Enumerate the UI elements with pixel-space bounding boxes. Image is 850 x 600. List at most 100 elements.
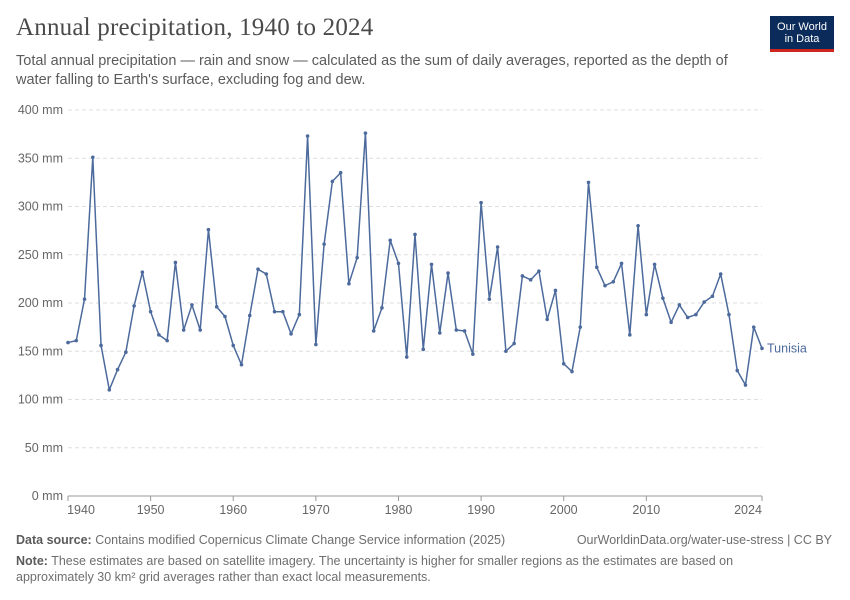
data-point[interactable] xyxy=(594,265,599,270)
data-point[interactable] xyxy=(611,279,616,284)
data-point[interactable] xyxy=(479,200,483,205)
data-point[interactable] xyxy=(206,227,211,232)
series-label[interactable]: Tunisia xyxy=(767,341,807,355)
gridlines xyxy=(68,109,762,449)
data-point[interactable] xyxy=(330,179,335,184)
data-point[interactable] xyxy=(107,388,112,392)
data-point[interactable] xyxy=(512,341,516,346)
data-point[interactable] xyxy=(272,309,277,314)
data-point[interactable] xyxy=(528,278,533,282)
data-point[interactable] xyxy=(115,367,120,372)
data-point[interactable] xyxy=(553,288,558,293)
data-point[interactable] xyxy=(90,155,95,160)
data-point[interactable] xyxy=(132,304,136,308)
data-point[interactable] xyxy=(586,180,591,185)
data-point[interactable] xyxy=(256,267,260,272)
data-point[interactable] xyxy=(661,296,665,300)
data-point[interactable] xyxy=(66,340,70,345)
data-point[interactable] xyxy=(454,328,459,332)
data-point[interactable] xyxy=(603,283,607,288)
data-point[interactable] xyxy=(421,347,426,352)
data-point[interactable] xyxy=(751,325,756,329)
data-point[interactable] xyxy=(636,224,640,228)
x-tick-label: 2024 xyxy=(734,503,762,517)
data-point[interactable] xyxy=(545,317,549,322)
data-point[interactable] xyxy=(371,329,376,333)
data-point[interactable] xyxy=(239,362,244,367)
data-point[interactable] xyxy=(173,260,178,265)
data-source-label: Data source: xyxy=(16,533,92,547)
data-point[interactable] xyxy=(471,352,475,356)
data-point[interactable] xyxy=(644,312,649,317)
data-point[interactable] xyxy=(82,297,87,301)
y-tick-label: 300 mm xyxy=(18,200,63,214)
data-point[interactable] xyxy=(363,131,368,135)
data-point[interactable] xyxy=(198,328,202,332)
data-point[interactable] xyxy=(347,281,351,286)
data-point[interactable] xyxy=(305,134,310,138)
data-point[interactable] xyxy=(710,294,715,299)
data-point[interactable] xyxy=(297,312,302,317)
y-tick-label: 0 mm xyxy=(32,489,63,503)
data-point[interactable] xyxy=(148,309,153,314)
data-point[interactable] xyxy=(718,272,723,276)
data-point[interactable] xyxy=(495,245,500,249)
owid-logo[interactable]: Our World in Data xyxy=(770,16,834,52)
data-point[interactable] xyxy=(652,262,657,267)
data-point[interactable] xyxy=(561,361,566,366)
data-point[interactable] xyxy=(264,272,269,276)
note-text: These estimates are based on satellite i… xyxy=(16,554,734,584)
data-point[interactable] xyxy=(743,383,748,387)
data-point[interactable] xyxy=(677,303,682,307)
data-point[interactable] xyxy=(140,270,145,274)
data-point[interactable] xyxy=(437,331,442,335)
data-point[interactable] xyxy=(314,342,318,347)
data-point[interactable] xyxy=(702,300,706,304)
data-point[interactable] xyxy=(694,312,698,317)
data-point[interactable] xyxy=(281,309,285,314)
data-point[interactable] xyxy=(165,338,169,343)
data-point[interactable] xyxy=(504,349,508,354)
data-point[interactable] xyxy=(735,368,740,373)
data-point[interactable] xyxy=(396,261,401,266)
data-point[interactable] xyxy=(338,170,343,175)
x-tick-label: 1990 xyxy=(467,503,495,517)
data-point[interactable] xyxy=(388,238,393,243)
data-point[interactable] xyxy=(214,305,219,309)
data-source: Data source: Contains modified Copernicu… xyxy=(16,533,505,547)
data-point[interactable] xyxy=(380,306,384,310)
data-point[interactable] xyxy=(429,262,434,267)
data-point[interactable] xyxy=(157,333,161,337)
data-point[interactable] xyxy=(322,242,326,246)
data-point[interactable] xyxy=(99,343,103,348)
data-point[interactable] xyxy=(223,314,227,319)
data-point[interactable] xyxy=(74,338,79,343)
data-point[interactable] xyxy=(727,312,731,317)
data-point[interactable] xyxy=(404,355,409,359)
data-point[interactable] xyxy=(355,255,359,260)
data-point[interactable] xyxy=(669,320,673,325)
data-point[interactable] xyxy=(520,274,525,278)
data-source-text[interactable]: Contains modified Copernicus Climate Cha… xyxy=(91,533,506,547)
data-point[interactable] xyxy=(685,315,690,320)
data-point[interactable] xyxy=(446,271,450,275)
x-tick-label: 1960 xyxy=(219,503,247,517)
data-point[interactable] xyxy=(462,329,467,333)
data-point[interactable] xyxy=(190,303,194,307)
y-tick-label: 200 mm xyxy=(18,296,63,310)
data-point[interactable] xyxy=(247,313,252,318)
data-point[interactable] xyxy=(537,269,541,273)
data-point[interactable] xyxy=(570,369,574,374)
data-point[interactable] xyxy=(487,297,492,301)
data-point[interactable] xyxy=(289,332,293,336)
data-point[interactable] xyxy=(619,261,624,266)
data-point[interactable] xyxy=(181,328,186,332)
chart-note: Note: These estimates are based on satel… xyxy=(16,553,776,585)
data-point[interactable] xyxy=(578,325,583,329)
data-point[interactable] xyxy=(760,346,764,351)
data-point[interactable] xyxy=(124,350,128,355)
data-point[interactable] xyxy=(628,333,632,337)
source-url[interactable]: OurWorldinData.org/water-use-stress | CC… xyxy=(576,533,832,547)
data-point[interactable] xyxy=(413,232,417,237)
data-point[interactable] xyxy=(231,343,236,348)
